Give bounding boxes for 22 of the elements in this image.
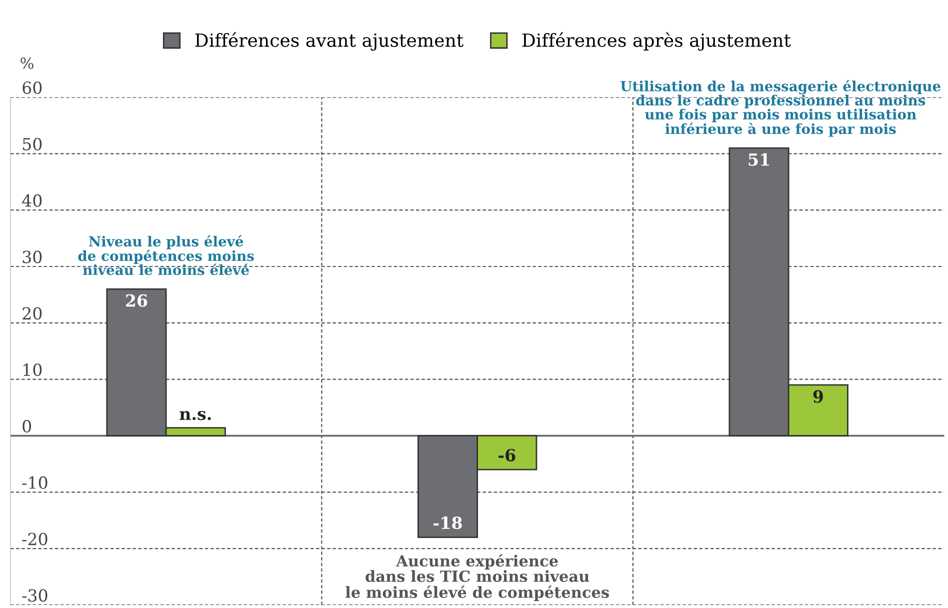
data-label: 26 — [126, 294, 148, 307]
data-label: -6 — [498, 448, 516, 462]
x-tick-label: Utilisation de la messagerie électronique dans le cadre professionnel au moins une fois par mois moins utilisation inférieure à une fois par mois — [620, 80, 940, 137]
legend-label: Différences avant ajustement — [195, 32, 464, 51]
y-tick-label: -30 — [22, 589, 48, 602]
y-tick-label: -10 — [22, 476, 48, 489]
y-tick-label: 20 — [22, 307, 42, 320]
y-tick-label: 40 — [22, 194, 42, 207]
y-tick-label: 30 — [22, 250, 42, 264]
data-label: 51 — [748, 153, 769, 166]
y-tick-label: 50 — [22, 138, 42, 150]
y-tick-label: 60 — [22, 81, 42, 94]
data-label: -18 — [434, 516, 462, 530]
legend-label: Différences après ajustement — [522, 32, 791, 51]
x-tick-label: Aucune expérience dans les TIC moins niveau le moins élevé de compétences — [346, 554, 609, 601]
y-tick-label: -20 — [22, 532, 48, 546]
y-axis-title: % — [20, 57, 34, 69]
x-tick-label: Niveau le plus élevé de compétences moins niveau le moins élevé — [78, 235, 254, 276]
y-tick-label: 10 — [24, 363, 42, 376]
data-label: 9 — [813, 390, 823, 403]
y-tick-label: 0 — [22, 420, 32, 433]
data-label: n.s. — [180, 410, 211, 420]
